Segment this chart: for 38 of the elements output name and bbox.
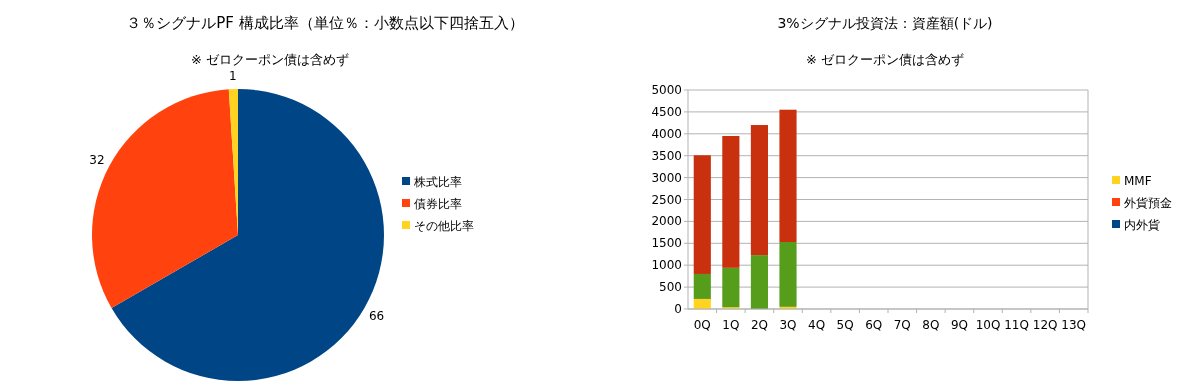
y-tick-label: 4500 [651, 104, 682, 119]
legend-label: 債券比率 [414, 197, 462, 211]
legend-label: その他比率 [414, 219, 474, 233]
legend-label: 株式比率 [413, 175, 462, 189]
y-tick-label: 4000 [651, 126, 682, 141]
chart-title: 3%シグナル投資法：資産額(ドル) [777, 15, 993, 31]
x-tick-label: 10Q [975, 318, 1001, 332]
x-tick-label: 12Q [1032, 318, 1058, 332]
y-tick-label: 0 [674, 302, 682, 316]
x-tick-label: 4Q [808, 318, 826, 332]
y-tick-label: 1000 [651, 258, 682, 273]
y-tick-label: 2500 [651, 192, 682, 207]
legend-label: MMF [1124, 174, 1152, 188]
data-label: 1 [229, 69, 237, 84]
y-tick-label: 3500 [651, 148, 682, 163]
y-tick-label: 1500 [651, 236, 682, 251]
legend-label: 内外貨 [1124, 218, 1160, 232]
y-tick-label: 2000 [651, 214, 682, 229]
chart-title: ３％シグナルPF 構成比率（単位％：小数点以下四捨五入） [126, 14, 524, 32]
legend-label: 外貨預金 [1124, 196, 1172, 210]
x-tick-label: 0Q [693, 318, 711, 332]
x-tick-label: 3Q [779, 318, 797, 332]
x-tick-label: 8Q [922, 318, 940, 332]
x-tick-label: 7Q [893, 318, 911, 332]
x-tick-label: 13Q [1061, 318, 1087, 332]
data-label: 32 [89, 153, 105, 168]
chart-subtitle: ※ ゼロクーポン債は含めず [805, 52, 965, 67]
x-tick-label: 1Q [722, 318, 740, 332]
y-tick-label: 3000 [651, 170, 682, 185]
y-tick-label: 5000 [651, 83, 682, 97]
x-tick-label: 2Q [750, 318, 768, 332]
data-label: 66 [368, 309, 385, 323]
x-tick-label: 11Q [1004, 318, 1029, 332]
x-tick-label: 5Q [836, 318, 854, 332]
x-tick-label: 6Q [865, 318, 883, 332]
y-tick-label: 500 [659, 280, 682, 295]
x-tick-label: 9Q [950, 318, 968, 332]
chart-subtitle: ※ ゼロクーポン債は含めず [190, 52, 350, 67]
